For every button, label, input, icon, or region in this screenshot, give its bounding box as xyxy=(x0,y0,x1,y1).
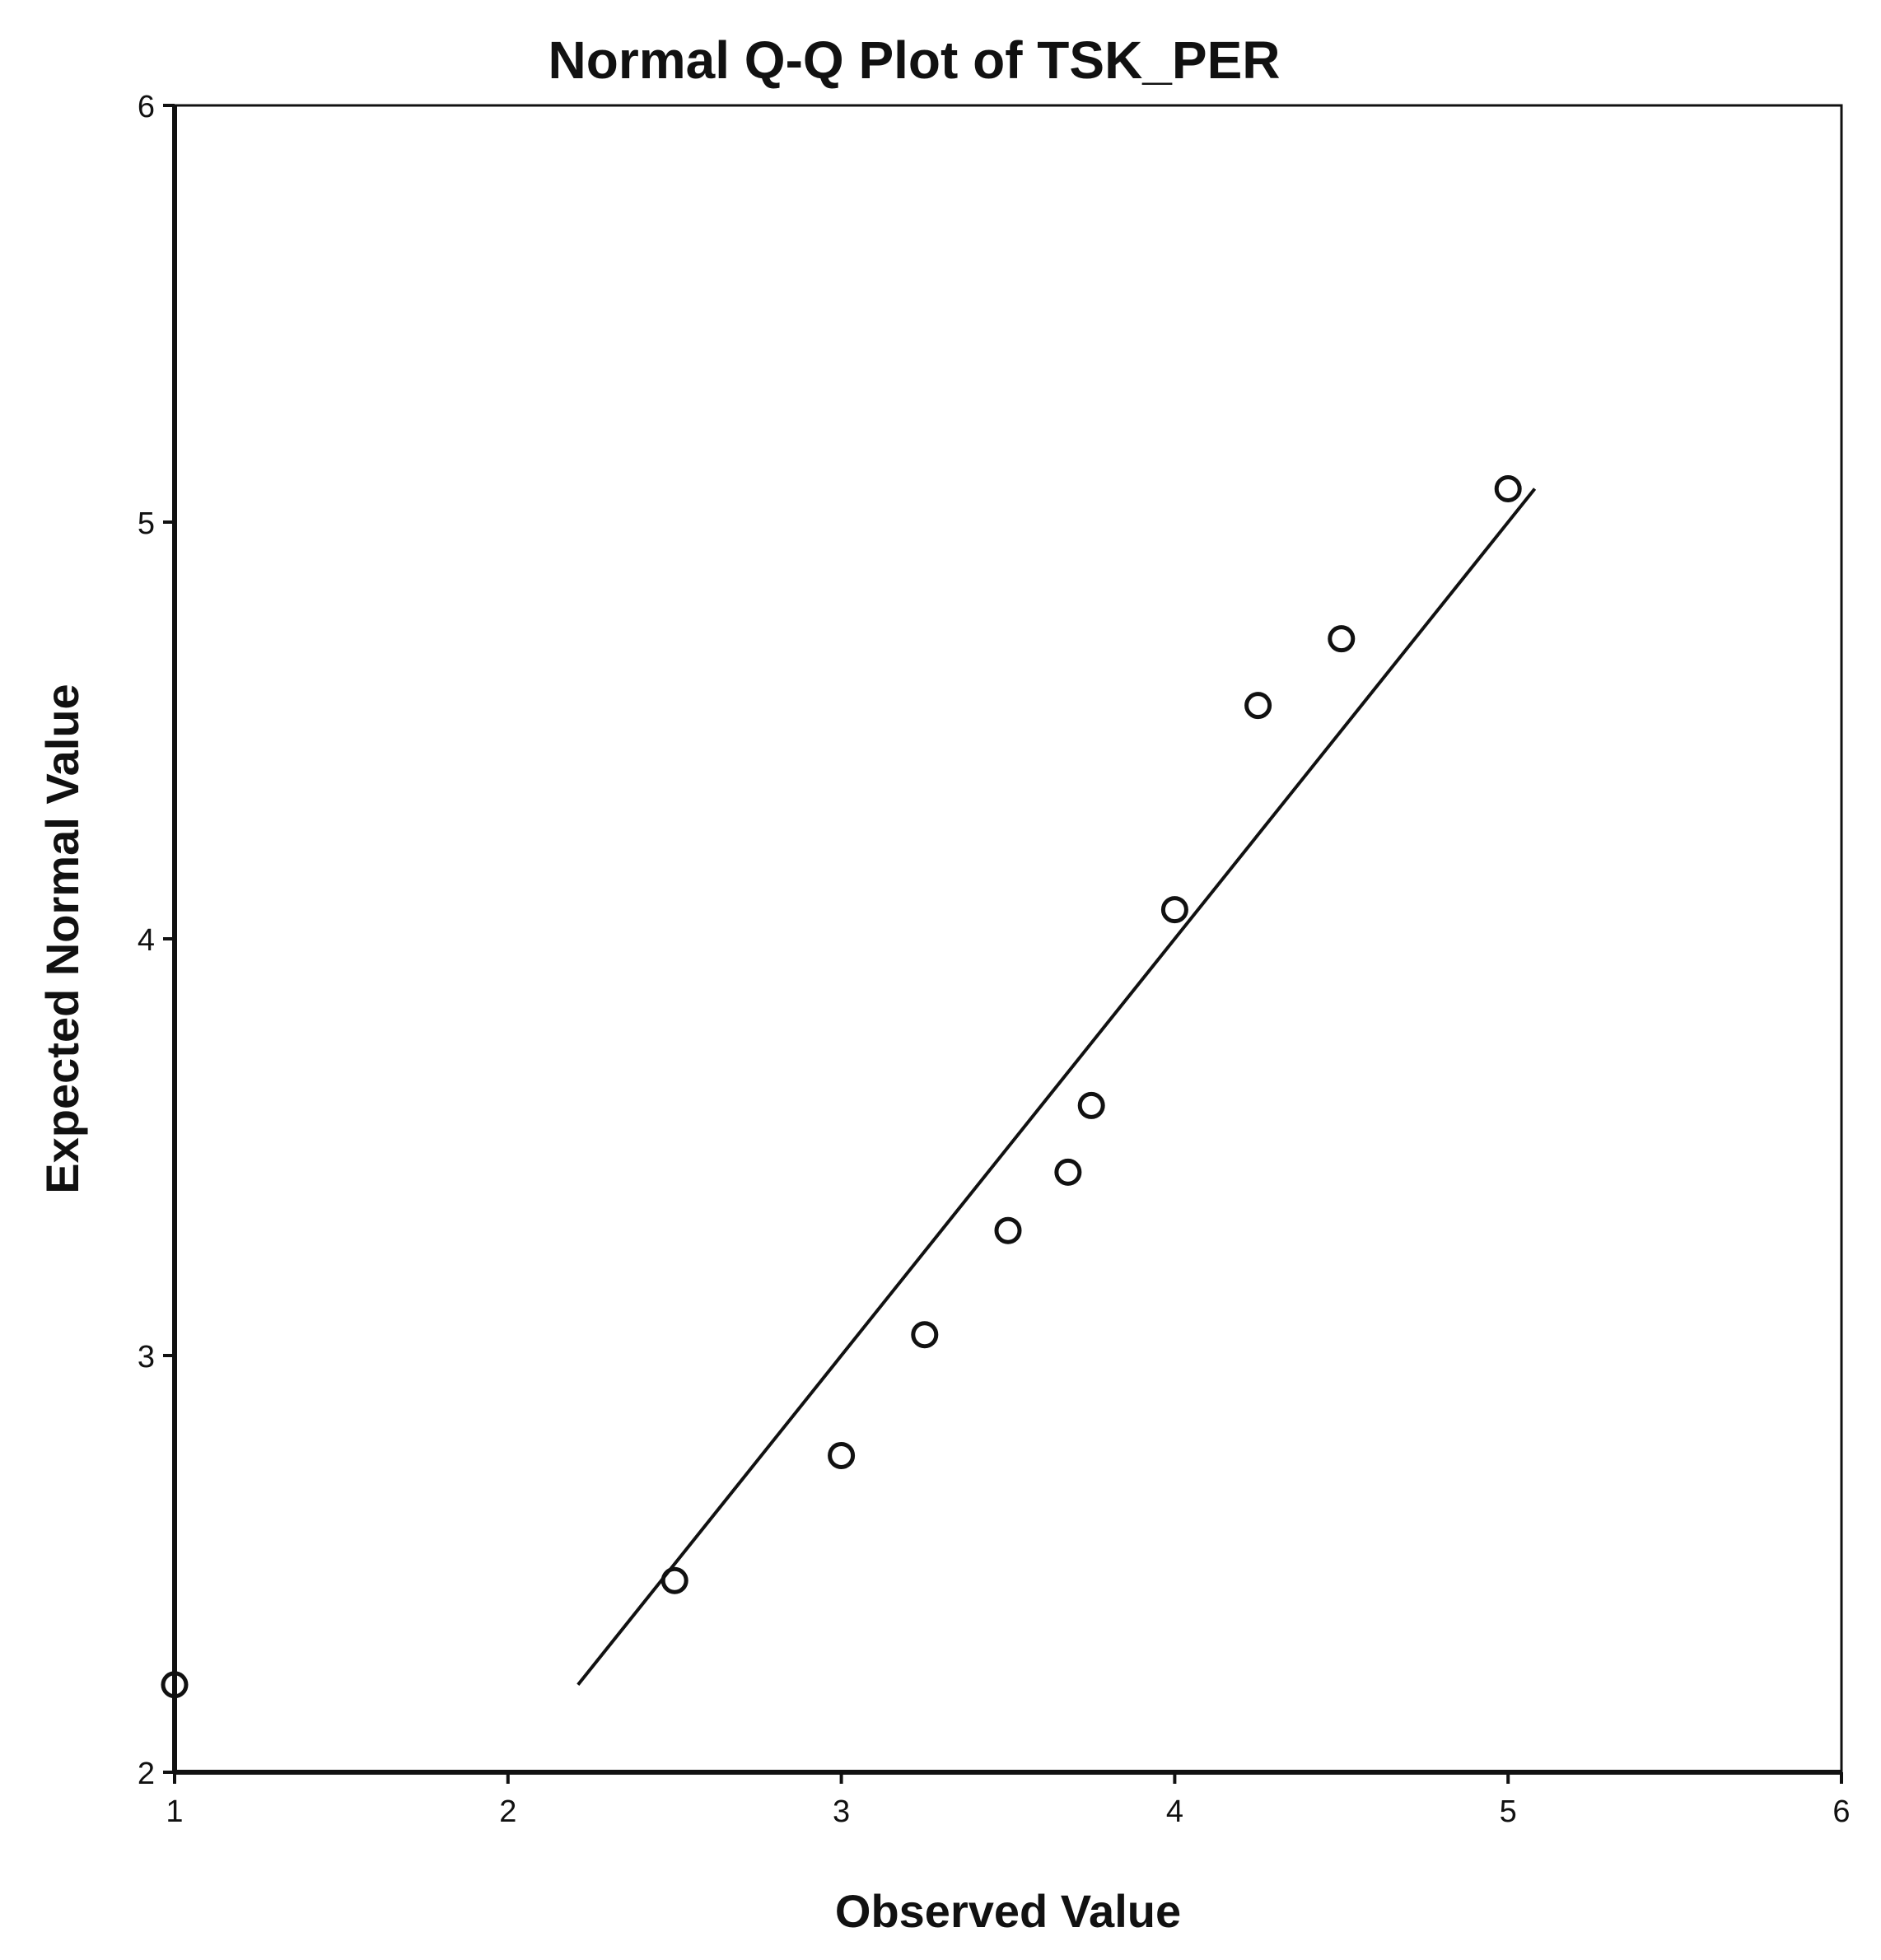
y-tick-label: 6 xyxy=(138,90,155,124)
reference-line-group xyxy=(576,488,1537,1686)
data-point xyxy=(1077,1091,1105,1119)
x-axis-label: Observed Value xyxy=(835,1885,1181,1937)
y-tick-label: 4 xyxy=(138,923,155,958)
data-point xyxy=(1244,692,1272,720)
x-tick-label: 2 xyxy=(499,1794,516,1829)
data-point xyxy=(828,1441,856,1469)
y-axis-label: Expected Normal Value xyxy=(36,684,88,1193)
data-point xyxy=(1328,625,1356,653)
x-tick-label: 5 xyxy=(1500,1794,1517,1829)
plot-frame xyxy=(173,104,1843,1774)
y-tick-label: 2 xyxy=(138,1757,155,1791)
y-tick-label: 3 xyxy=(138,1340,155,1374)
reference-line xyxy=(576,488,1537,1686)
data-point xyxy=(1494,475,1522,503)
data-point xyxy=(660,1566,688,1594)
data-points xyxy=(161,475,1522,1699)
x-tick-label: 4 xyxy=(1166,1794,1183,1829)
data-point xyxy=(994,1216,1022,1244)
data-point xyxy=(911,1321,939,1349)
x-tick-label: 6 xyxy=(1832,1794,1850,1829)
data-point xyxy=(161,1671,189,1699)
x-tick-label: 3 xyxy=(833,1794,850,1829)
data-point xyxy=(1054,1158,1082,1186)
chart-title: Normal Q-Q Plot of TSK_PER xyxy=(548,30,1281,90)
data-point xyxy=(1160,896,1188,924)
x-tick-label: 1 xyxy=(166,1794,183,1829)
y-tick-label: 5 xyxy=(138,506,155,541)
